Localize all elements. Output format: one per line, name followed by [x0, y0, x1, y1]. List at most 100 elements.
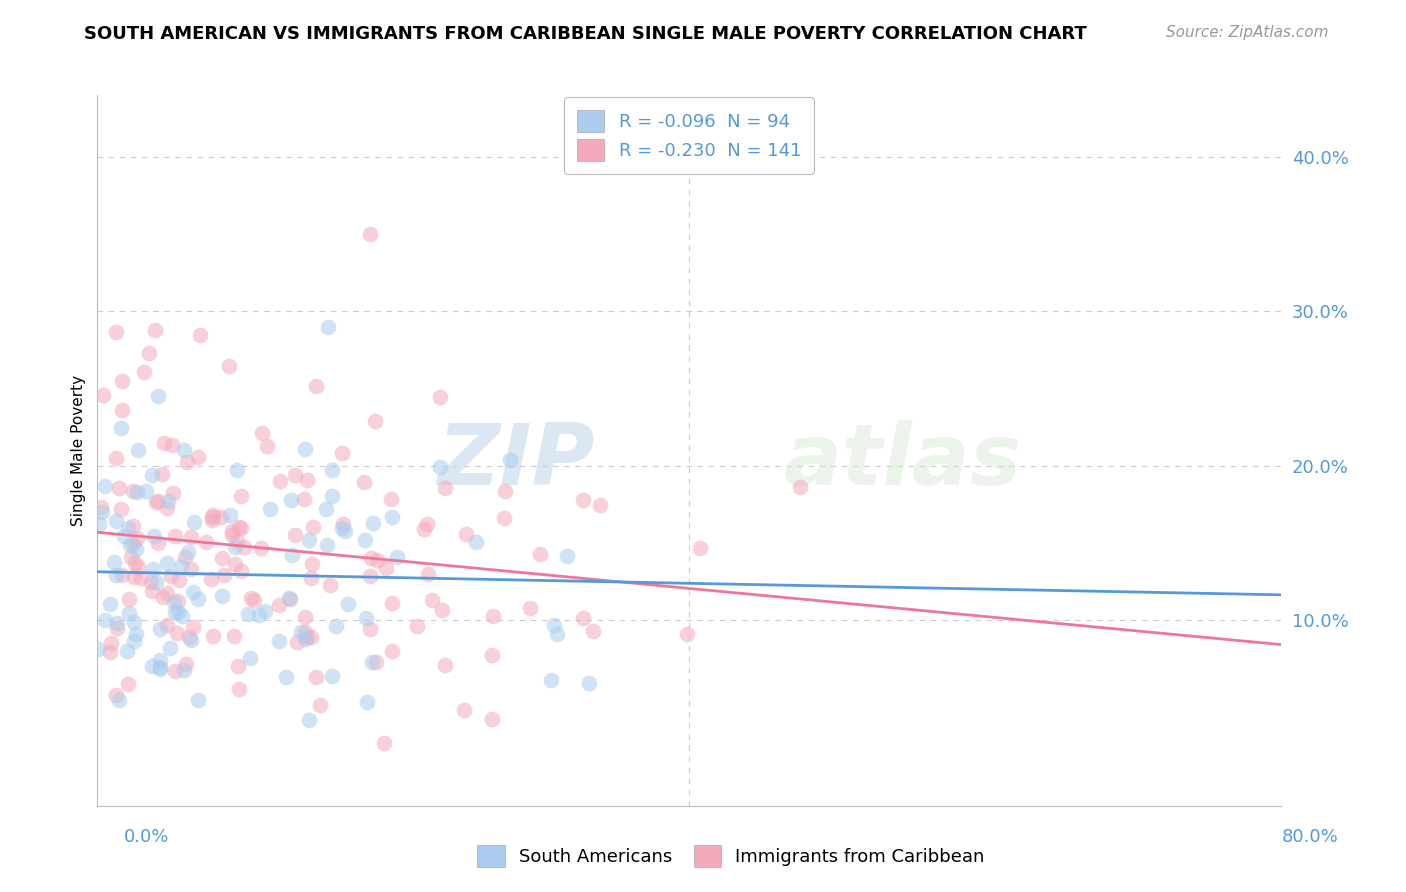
Point [284, 528, 307, 542]
Point [301, 520, 323, 534]
Point [492, 511, 515, 525]
Point [145, 495, 167, 509]
Point [141, 468, 163, 483]
Point [226, 463, 249, 477]
Point [111, 568, 134, 582]
Point [456, 526, 478, 541]
Point [325, 618, 347, 632]
Point [256, 439, 278, 453]
Point [572, 611, 595, 625]
Point [167, 573, 190, 587]
Point [124, 570, 146, 584]
Point [582, 624, 605, 639]
Point [211, 551, 233, 566]
Point [108, 481, 131, 495]
Point [280, 548, 302, 562]
Point [104, 325, 127, 339]
Point [143, 323, 166, 337]
Point [292, 492, 315, 507]
Point [142, 529, 165, 543]
Point [167, 605, 190, 619]
Point [122, 615, 145, 629]
Point [304, 379, 326, 393]
Point [148, 389, 170, 403]
Point [94, 479, 117, 493]
Point [201, 508, 224, 522]
Point [364, 656, 387, 670]
Point [224, 540, 246, 554]
Point [353, 475, 375, 489]
Point [373, 736, 395, 750]
Point [299, 571, 322, 585]
Point [360, 550, 382, 565]
Point [375, 561, 398, 575]
Point [107, 693, 129, 707]
Point [135, 484, 157, 499]
Point [125, 484, 148, 499]
Point [301, 558, 323, 572]
Point [118, 591, 141, 606]
Point [163, 605, 186, 619]
Point [100, 636, 122, 650]
Point [111, 403, 134, 417]
Point [278, 591, 301, 605]
Point [240, 591, 263, 605]
Point [98, 598, 121, 612]
Point [104, 514, 127, 528]
Point [163, 664, 186, 678]
Point [233, 540, 256, 554]
Point [91, 388, 114, 402]
Point [529, 547, 551, 561]
Point [170, 558, 193, 573]
Point [87, 641, 110, 656]
Point [432, 603, 454, 617]
Point [330, 446, 353, 460]
Point [315, 502, 337, 516]
Point [353, 533, 375, 547]
Point [201, 510, 224, 524]
Point [420, 592, 443, 607]
Text: 80.0%: 80.0% [1282, 828, 1339, 846]
Point [118, 607, 141, 621]
Point [429, 390, 451, 404]
Point [201, 513, 224, 527]
Point [412, 522, 434, 536]
Point [231, 489, 253, 503]
Point [363, 516, 385, 530]
Point [321, 489, 343, 503]
Point [269, 633, 291, 648]
Point [321, 463, 343, 477]
Point [354, 611, 377, 625]
Point [361, 655, 384, 669]
Point [298, 533, 321, 548]
Point [141, 659, 163, 673]
Point [318, 578, 340, 592]
Point [187, 692, 209, 706]
Point [276, 670, 298, 684]
Point [174, 549, 197, 564]
Point [359, 622, 381, 636]
Point [218, 359, 240, 373]
Point [145, 575, 167, 590]
Point [247, 607, 270, 622]
Point [117, 644, 139, 658]
Point [221, 524, 243, 538]
Point [180, 530, 202, 544]
Point [259, 501, 281, 516]
Point [181, 585, 204, 599]
Point [238, 607, 260, 622]
Point [162, 595, 184, 609]
Point [481, 712, 503, 726]
Point [318, 320, 340, 334]
Point [105, 615, 128, 630]
Text: 0.0%: 0.0% [124, 828, 169, 846]
Point [218, 508, 240, 522]
Point [381, 644, 404, 658]
Point [294, 632, 316, 646]
Point [269, 598, 291, 612]
Point [170, 608, 193, 623]
Point [150, 467, 173, 481]
Point [149, 622, 172, 636]
Point [321, 669, 343, 683]
Point [280, 493, 302, 508]
